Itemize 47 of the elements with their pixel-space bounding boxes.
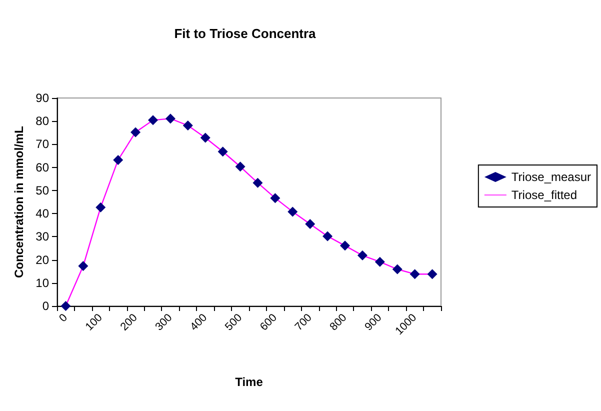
point [410, 269, 420, 280]
y-tick-label: 30 [36, 230, 50, 244]
x-tick-label: 800 [328, 312, 350, 334]
x-tick-label: 300 [153, 312, 175, 334]
point [130, 127, 141, 138]
point [427, 269, 438, 280]
x-tick-label: 900 [362, 312, 384, 334]
x-tick-label: 200 [118, 312, 140, 334]
point [148, 115, 158, 126]
y-tick-label: 20 [36, 252, 50, 267]
point [96, 202, 106, 212]
point [357, 250, 368, 260]
point [374, 256, 385, 267]
point [165, 114, 176, 124]
y-tick-label: 40 [36, 206, 50, 221]
legend-label: Triose_measur [511, 170, 592, 184]
y-tick-label: 0 [42, 299, 50, 313]
point [322, 231, 333, 242]
point [392, 264, 402, 274]
point [288, 206, 298, 217]
point [305, 218, 316, 229]
y-axis-title: Concentration in mmol/mL [12, 126, 26, 278]
x-tick-label: 100 [83, 312, 105, 334]
point [60, 301, 71, 311]
x-tick-label: 700 [292, 312, 314, 334]
y-tick-label: 90 [36, 91, 50, 105]
point [235, 162, 246, 172]
x-tick-label: 600 [258, 312, 280, 334]
y-tick-label: 80 [36, 114, 50, 128]
y-tick-label: 60 [36, 160, 50, 174]
y-tick-label: 70 [36, 137, 50, 152]
x-axis-title: Time [235, 375, 264, 389]
point [78, 261, 88, 272]
point [200, 132, 210, 143]
y-tick-label: 10 [36, 276, 50, 290]
y-tick-label: 50 [36, 183, 50, 198]
x-tick-label: 0 [57, 312, 70, 325]
x-tick-label: 500 [223, 312, 245, 334]
x-tick-label: 400 [188, 312, 210, 334]
point [270, 193, 280, 204]
point [182, 120, 193, 130]
legend-label: Triose_fitted [511, 188, 578, 202]
point [340, 240, 350, 251]
chart-title: Fit to Triose Concentra [174, 26, 317, 41]
point [252, 178, 263, 188]
point [113, 154, 124, 165]
point [218, 146, 228, 157]
